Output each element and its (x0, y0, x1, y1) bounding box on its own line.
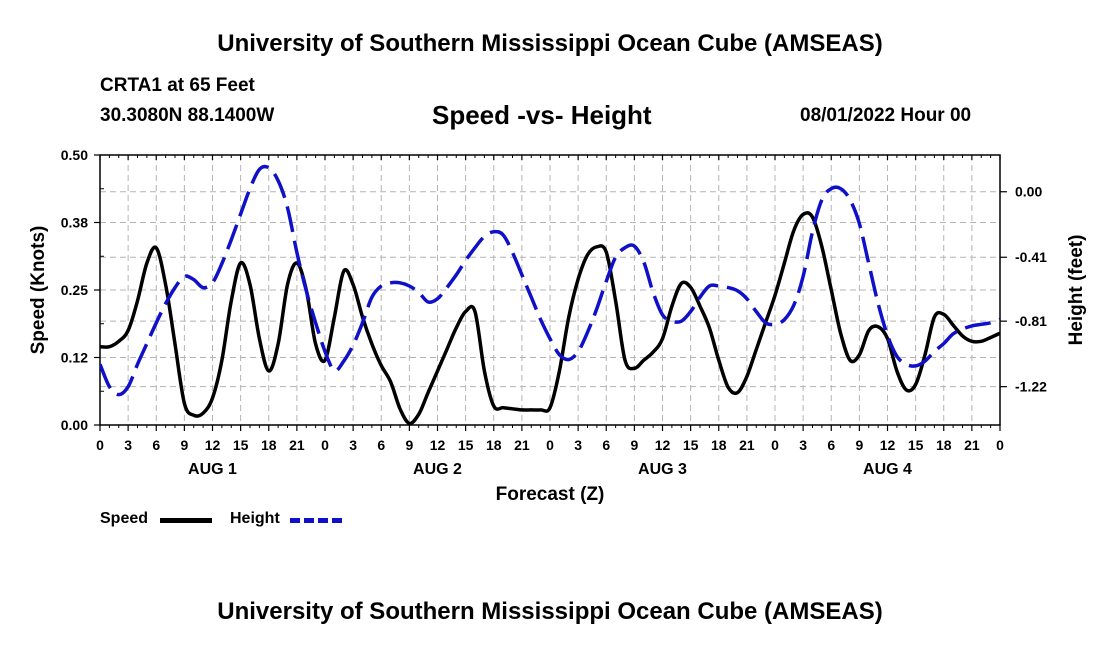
y-axis-title: Speed (Knots) (28, 226, 49, 355)
y-tick-label: 0.00 (61, 417, 88, 433)
page-title: University of Southern Mississippi Ocean… (217, 30, 883, 57)
x-tick-label: 3 (574, 437, 582, 453)
y2-tick-label: 0.00 (1015, 184, 1042, 200)
series-line-height (100, 164, 1000, 397)
x-tick-label: 21 (964, 437, 980, 453)
x-tick-label: 9 (180, 437, 188, 453)
y-tick-label: 0.25 (61, 282, 88, 298)
day-label: AUG 2 (413, 461, 462, 478)
y2-tick-label: -1.22 (1015, 379, 1047, 395)
y-tick-label: 0.38 (61, 215, 88, 231)
x-tick-label: 12 (655, 437, 671, 453)
chart-subtitle: Speed -vs- Height (432, 100, 652, 130)
tick-marks (94, 154, 1007, 431)
tick-labels: 0 3 6 9 12 15 18 21 0 3 6 9 12 15 18 21 0 3 6 9 12 15 18 21 0 3 6 9… (61, 147, 1047, 478)
y-tick-label: 0.50 (61, 147, 88, 163)
x-tick-label: 0 (996, 437, 1004, 453)
x-tick-label: 12 (430, 437, 446, 453)
x-tick-label: 15 (233, 437, 249, 453)
x-tick-label: 9 (405, 437, 413, 453)
day-label: AUG 1 (188, 461, 237, 478)
x-tick-label: 18 (486, 437, 502, 453)
x-tick-label: 18 (261, 437, 277, 453)
forecast-datetime: 08/01/2022 Hour 00 (800, 105, 972, 126)
x-axis-title: Forecast (Z) (496, 484, 605, 505)
x-tick-label: 6 (152, 437, 160, 453)
legend-height-swatch (290, 518, 342, 523)
x-tick-label: 12 (205, 437, 221, 453)
y2-tick-label: -0.81 (1015, 313, 1047, 329)
x-tick-label: 21 (289, 437, 305, 453)
series (100, 164, 1000, 425)
footer-title: University of Southern Mississippi Ocean… (217, 598, 883, 625)
x-tick-label: 15 (458, 437, 474, 453)
x-tick-label: 3 (349, 437, 357, 453)
x-tick-label: 21 (739, 437, 755, 453)
y2-axis-title: Height (feet) (1066, 235, 1087, 346)
x-tick-label: 6 (827, 437, 835, 453)
x-tick-label: 18 (711, 437, 727, 453)
legend-speed-swatch (160, 518, 212, 523)
x-tick-label: 9 (630, 437, 638, 453)
x-tick-label: 6 (377, 437, 385, 453)
x-tick-label: 15 (908, 437, 924, 453)
station-coordinates: 30.3080N 88.1400W (100, 105, 275, 126)
x-tick-label: 18 (936, 437, 952, 453)
x-tick-label: 3 (799, 437, 807, 453)
day-label: AUG 4 (863, 461, 912, 478)
x-tick-label: 9 (855, 437, 863, 453)
legend-height-label: Height (230, 510, 280, 527)
x-tick-label: 0 (321, 437, 329, 453)
x-tick-label: 0 (546, 437, 554, 453)
station-label: CRTA1 at 65 Feet (100, 75, 255, 96)
x-tick-label: 0 (96, 437, 104, 453)
x-tick-label: 6 (602, 437, 610, 453)
y2-tick-label: -0.41 (1015, 249, 1047, 265)
day-label: AUG 3 (638, 461, 687, 478)
series-line-speed (100, 211, 1000, 425)
x-tick-label: 0 (771, 437, 779, 453)
y-tick-label: 0.12 (61, 350, 88, 366)
legend-speed-label: Speed (100, 510, 149, 527)
x-tick-label: 21 (514, 437, 530, 453)
grid (100, 155, 1000, 425)
x-tick-label: 15 (683, 437, 699, 453)
x-tick-label: 3 (124, 437, 132, 453)
x-tick-label: 12 (880, 437, 896, 453)
